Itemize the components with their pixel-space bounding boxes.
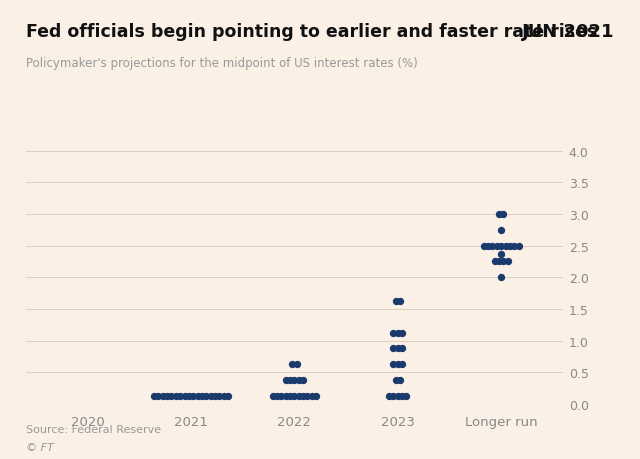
Point [289,376,300,384]
Point [494,211,504,218]
Text: © FT: © FT [26,442,53,452]
Point [388,392,399,400]
Point [210,392,220,400]
Point [496,242,506,250]
Point [483,242,493,250]
Text: Policymaker's projections for the midpoint of US interest rates (%): Policymaker's projections for the midpoi… [26,57,417,70]
Point [397,361,407,368]
Text: Source: Federal Reserve: Source: Federal Reserve [26,425,161,435]
Point [276,392,287,400]
Point [390,376,401,384]
Point [494,258,504,266]
Point [157,392,168,400]
Point [496,227,506,234]
Point [393,329,403,336]
Point [302,392,312,400]
Point [509,242,519,250]
Point [513,242,524,250]
Point [397,392,407,400]
Point [268,392,278,400]
Point [388,345,399,353]
Point [287,361,298,368]
Point [395,376,405,384]
Point [188,392,198,400]
Point [307,392,317,400]
Point [166,392,177,400]
Text: JUN 2021: JUN 2021 [522,23,614,41]
Point [388,361,399,368]
Point [298,392,308,400]
Point [280,376,291,384]
Point [291,361,301,368]
Point [294,376,304,384]
Point [498,258,508,266]
Point [505,242,515,250]
Point [196,392,207,400]
Point [397,329,407,336]
Point [294,392,304,400]
Point [205,392,216,400]
Point [184,392,194,400]
Point [488,242,498,250]
Point [162,392,172,400]
Point [496,274,506,281]
Point [397,345,407,353]
Point [490,258,500,266]
Point [201,392,211,400]
Point [223,392,233,400]
Point [384,392,394,400]
Point [500,242,511,250]
Point [390,298,401,305]
Point [496,250,506,257]
Point [289,392,300,400]
Point [149,392,159,400]
Point [492,242,502,250]
Point [479,242,489,250]
Point [393,392,403,400]
Point [171,392,181,400]
Text: Fed officials begin pointing to earlier and faster rate rises: Fed officials begin pointing to earlier … [26,23,597,41]
Point [393,361,403,368]
Point [285,376,295,384]
Point [298,376,308,384]
Point [502,258,513,266]
Point [154,392,164,400]
Point [218,392,228,400]
Point [175,392,186,400]
Point [393,345,403,353]
Point [214,392,225,400]
Point [388,329,399,336]
Point [193,392,203,400]
Point [179,392,189,400]
Point [401,392,412,400]
Point [498,211,508,218]
Point [285,392,295,400]
Point [280,392,291,400]
Point [311,392,321,400]
Point [395,298,405,305]
Point [272,392,282,400]
